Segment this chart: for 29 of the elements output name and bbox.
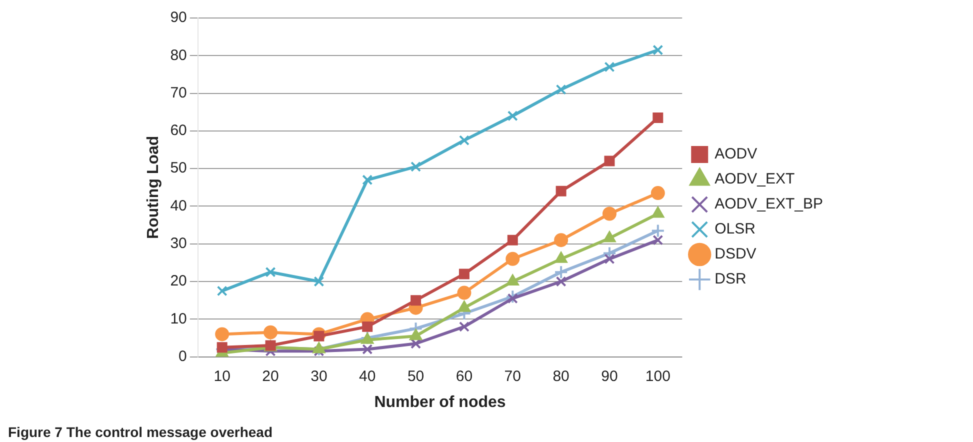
y-tick-label: 60 — [170, 122, 187, 140]
x-tick-label: 90 — [601, 368, 618, 385]
legend-label: DSR — [714, 270, 746, 288]
x-tick-label: 40 — [359, 368, 376, 385]
legend-label: OLSR — [714, 220, 756, 238]
x-tick-label: 80 — [552, 368, 570, 385]
y-tick-label: 70 — [170, 84, 187, 102]
y-tick-label: 20 — [170, 272, 187, 290]
x-tick-label: 30 — [310, 368, 328, 385]
y-tick-label: 10 — [170, 310, 187, 328]
y-tick-label: 30 — [170, 235, 187, 252]
legend-label: AODV_EXT — [714, 170, 795, 188]
x-tick-label: 10 — [214, 368, 230, 385]
y-tick-label: 50 — [170, 160, 187, 177]
caption: Figure 7 The control message overhead — [8, 424, 273, 440]
x-tick-label: 100 — [645, 368, 670, 385]
x-tick-label: 20 — [262, 368, 279, 385]
y-axis-title: Routing Load — [145, 136, 162, 239]
x-tick-label: 60 — [456, 368, 473, 385]
y-tick-label: 40 — [170, 197, 187, 214]
legend-label: AODV — [714, 146, 758, 163]
y-tick-label: 0 — [178, 348, 187, 365]
x-tick-label: 70 — [504, 368, 521, 385]
y-tick-label: 80 — [170, 46, 187, 64]
x-axis-title: Number of nodes — [374, 394, 506, 411]
y-tick-label: 90 — [170, 9, 187, 26]
legend-label: DSDV — [714, 246, 756, 263]
x-tick-label: 50 — [407, 368, 424, 385]
legend-label: AODV_EXT_BP — [714, 196, 824, 213]
